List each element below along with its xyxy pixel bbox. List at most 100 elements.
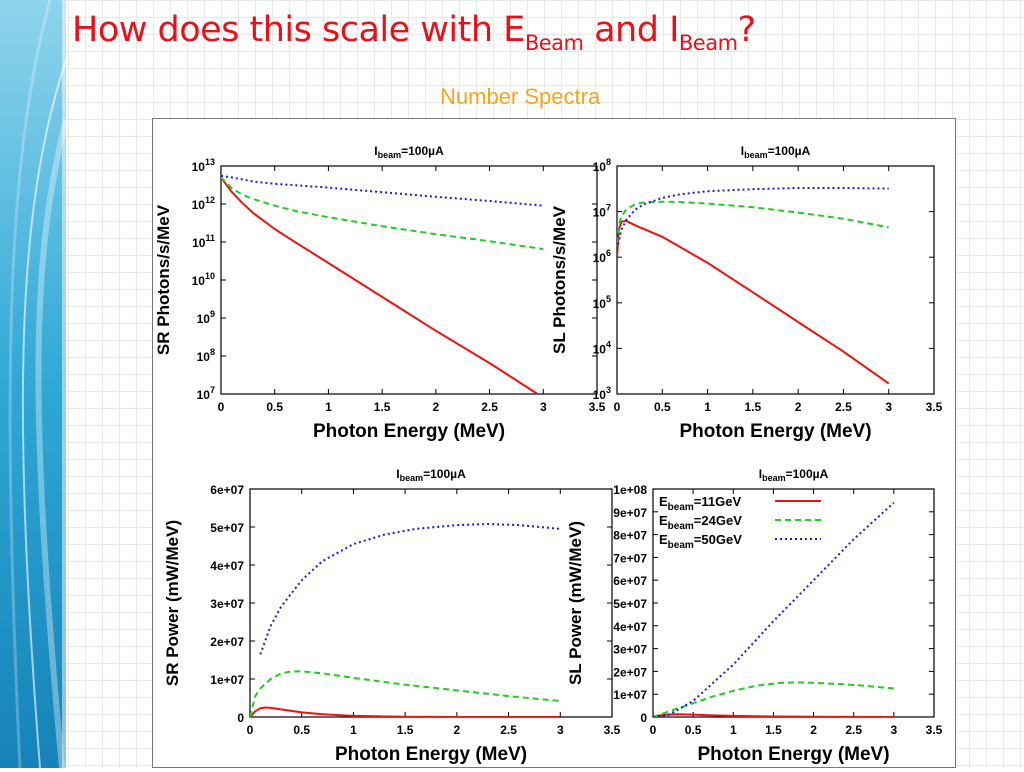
y-tick-label: 1e+08 — [613, 483, 647, 497]
y-tick-label: 0 — [237, 711, 244, 725]
series-line-1 — [250, 706, 561, 717]
y-tick-label: 2e+07 — [210, 635, 244, 649]
slide-subtitle: Number Spectra — [440, 84, 601, 109]
x-tick-label: 1 — [350, 723, 357, 737]
series-line-2 — [653, 681, 894, 717]
y-tick-label: 1012 — [192, 195, 215, 212]
x-tick-label: 1 — [325, 400, 332, 414]
chart-title: Ibeam=100µA — [741, 144, 811, 160]
y-tick-label: 9e+07 — [613, 506, 647, 520]
x-tick-label: 0.5 — [266, 400, 283, 414]
y-tick-label: 1013 — [192, 157, 215, 174]
y-axis-label: SR Photons/s/MeV — [154, 204, 173, 355]
x-tick-label: 2.5 — [835, 400, 852, 414]
y-tick-label: 1010 — [192, 271, 215, 288]
y-tick-label: 6e+07 — [210, 483, 244, 497]
chart-title: Ibeam=100µA — [396, 467, 466, 483]
legend-label: Ebeam=11GeV — [659, 494, 741, 513]
x-tick-label: 1.5 — [397, 723, 414, 737]
figure-panel: Ibeam=100µA 0 0.5 1 1.5 2 2.5 3 3.5 107 108 109 1010… — [152, 118, 956, 768]
series-line-3 — [259, 523, 561, 655]
x-tick-label: 3 — [885, 400, 892, 414]
y-axis-label: SL Photons/s/MeV — [550, 205, 569, 354]
series-line-2 — [250, 670, 561, 717]
y-tick-label: 107 — [593, 203, 611, 220]
x-tick-label: 2.5 — [845, 723, 862, 737]
series-line-2 — [617, 200, 889, 244]
x-tick-label: 0.5 — [654, 400, 671, 414]
y-tick-label: 5e+07 — [613, 597, 647, 611]
y-tick-label: 103 — [593, 385, 611, 402]
y-tick-label: 104 — [593, 339, 611, 356]
slide-decoration-band — [0, 0, 66, 768]
series-line-2 — [221, 176, 544, 251]
plot-frame — [616, 165, 935, 395]
x-axis-label: Photon Energy (MeV) — [313, 421, 505, 442]
series-line-3 — [653, 501, 895, 717]
x-tick-label: 1 — [704, 400, 711, 414]
x-tick-label: 0 — [614, 400, 621, 414]
x-tick-label: 3 — [557, 723, 564, 737]
chart-panel-3: Ibeam=100µA 0 0.5 1 1.5 2 2.5 3 3.5 0 1e+07 2e+07 3e… — [163, 467, 621, 765]
y-tick-label: 0 — [640, 711, 647, 725]
y-tick-label: 7e+07 — [613, 551, 647, 565]
x-tick-label: 2 — [795, 400, 802, 414]
x-tick-label: 3.5 — [926, 400, 943, 414]
x-tick-label: 1.5 — [745, 400, 762, 414]
x-tick-label: 1 — [730, 723, 737, 737]
x-tick-label: 1.5 — [765, 723, 782, 737]
series-line-1 — [617, 219, 890, 385]
x-tick-label: 1.5 — [374, 400, 391, 414]
y-tick-label: 109 — [197, 309, 215, 326]
y-tick-label: 106 — [593, 248, 611, 265]
y-tick-label: 2e+07 — [613, 665, 647, 679]
x-tick-label: 2 — [810, 723, 817, 737]
chart-panel-1: Ibeam=100µA 0 0.5 1 1.5 2 2.5 3 3.5 107 108 109 1010… — [154, 144, 606, 442]
y-tick-label: 4e+07 — [210, 559, 244, 573]
y-tick-label: 3e+07 — [210, 597, 244, 611]
y-tick-label: 1e+07 — [210, 673, 244, 687]
series-line-1 — [221, 176, 540, 394]
y-tick-label: 1e+07 — [613, 688, 647, 702]
y-tick-label: 4e+07 — [613, 620, 647, 634]
y-tick-label: 108 — [197, 347, 215, 364]
y-tick-label: 107 — [197, 385, 215, 402]
x-tick-label: 2 — [433, 400, 440, 414]
chart-title: Ibeam=100µA — [374, 144, 444, 160]
y-tick-label: 105 — [593, 294, 611, 311]
x-tick-label: 2 — [454, 723, 461, 737]
y-tick-label: 3e+07 — [613, 643, 647, 657]
y-tick-label: 6e+07 — [613, 574, 647, 588]
y-tick-label: 108 — [593, 157, 611, 174]
y-tick-label: 1011 — [192, 233, 215, 250]
x-tick-label: 3.5 — [589, 400, 606, 414]
x-tick-label: 3.5 — [926, 723, 943, 737]
plot-frame — [220, 165, 598, 395]
chart-title: Ibeam=100µA — [759, 467, 829, 483]
x-tick-label: 0 — [650, 723, 657, 737]
plot-frame — [249, 488, 613, 718]
x-axis-label: Photon Energy (MeV) — [335, 744, 527, 765]
x-axis-label: Photon Energy (MeV) — [679, 421, 871, 442]
x-tick-label: 3 — [891, 723, 898, 737]
y-axis-label: SL Power (mW/MeV) — [566, 521, 585, 685]
chart-panel-4: Ibeam=100µA 0 0.5 1 1.5 2 2.5 3 3.5 0 1e+07 2e+07 3e… — [566, 467, 943, 765]
x-tick-label: 0 — [218, 400, 225, 414]
y-tick-label: 8e+07 — [613, 529, 647, 543]
series-line-3 — [221, 174, 544, 207]
legend-label: Ebeam=50GeV — [659, 532, 742, 551]
x-tick-label: 0.5 — [685, 723, 702, 737]
y-tick-label: 5e+07 — [210, 521, 244, 535]
x-tick-label: 0.5 — [293, 723, 310, 737]
y-axis-label: SR Power (mW/MeV) — [163, 520, 182, 686]
x-tick-label: 3 — [540, 400, 547, 414]
x-tick-label: 2.5 — [500, 723, 517, 737]
x-axis-label: Photon Energy (MeV) — [697, 744, 889, 765]
x-tick-label: 3.5 — [604, 723, 621, 737]
slide-title: How does this scale with EBeam and IBeam… — [72, 10, 756, 55]
legend-label: Ebeam=24GeV — [659, 513, 742, 532]
x-tick-label: 0 — [247, 723, 254, 737]
